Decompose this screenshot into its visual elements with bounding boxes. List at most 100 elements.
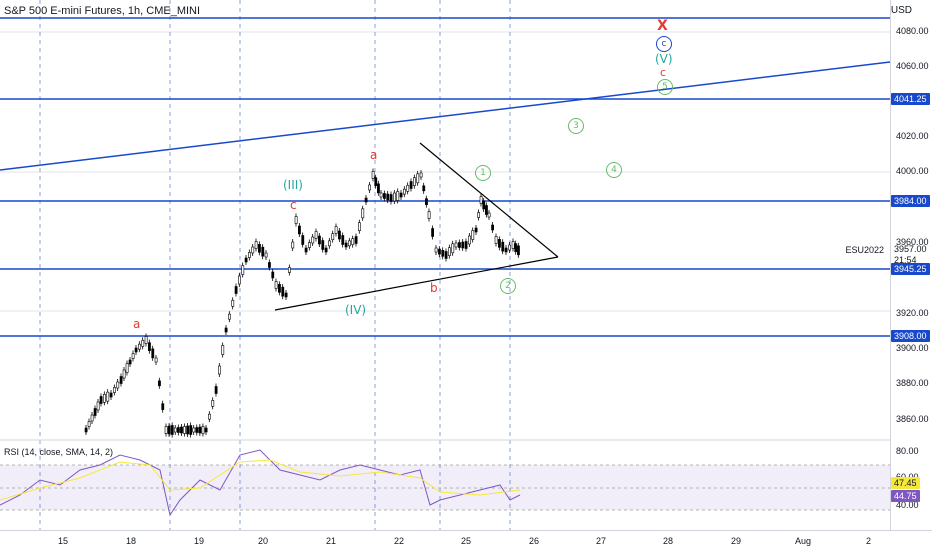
candle-body — [87, 421, 91, 427]
symbol-label: ESU2022 — [845, 245, 884, 255]
candle-body — [479, 196, 483, 204]
candle-body — [434, 247, 438, 253]
price-tick: 4000.00 — [896, 166, 929, 176]
candle-body — [106, 391, 110, 402]
candle-body — [291, 241, 295, 249]
rsi-sma-tag: 44.75 — [891, 490, 920, 502]
time-tick: 21 — [326, 536, 337, 546]
candle-body — [334, 226, 338, 234]
candle-body — [487, 212, 491, 218]
candle-body — [396, 191, 400, 201]
rsi-value-tag: 47.45 — [891, 477, 920, 489]
time-tick: 15 — [58, 536, 69, 546]
wave-label-v: (V) — [655, 52, 673, 66]
rsi-tick: 80.00 — [896, 446, 919, 456]
candle-body — [311, 236, 315, 244]
candle-body — [504, 247, 508, 253]
currency-label: USD — [890, 5, 912, 16]
candle-body — [218, 365, 221, 375]
candle-body — [517, 245, 520, 256]
candle-body — [494, 236, 498, 244]
candle-body — [144, 336, 148, 344]
candle-body — [116, 381, 120, 389]
candle-body — [264, 252, 268, 258]
candle-body — [177, 427, 180, 433]
candle-body — [164, 426, 168, 434]
candle-body — [348, 240, 351, 247]
candle-body — [274, 281, 278, 289]
time-tick: 2 — [866, 536, 872, 546]
candle-body — [308, 242, 311, 248]
candle-body — [195, 427, 199, 433]
candle-body — [224, 327, 228, 333]
level-tag-3984: 3984.00 — [891, 195, 930, 207]
candle-body — [409, 181, 413, 189]
candle-body — [192, 427, 196, 433]
price-tick: 4080.00 — [896, 26, 929, 36]
candle-body — [498, 239, 501, 248]
candle-body — [84, 427, 88, 433]
candle-body — [358, 222, 361, 231]
candle-body — [501, 241, 505, 252]
candle-body — [328, 240, 331, 247]
rsi-title: RSI (14, close, SMA, 14, 2) — [4, 447, 114, 457]
level-tag-4041: 4041.25 — [891, 93, 930, 105]
candle-body — [158, 380, 161, 387]
candle-body — [151, 348, 155, 359]
candle-body — [109, 392, 113, 398]
candle-body — [444, 251, 448, 259]
candle-body — [413, 177, 416, 186]
time-tick: 22 — [394, 536, 405, 546]
candle-body — [389, 194, 393, 202]
candle-body — [261, 246, 265, 257]
chart-title: S&P 500 E-mini Futures, 1h, CME_MINI — [4, 5, 201, 17]
candle-body — [208, 413, 211, 420]
wave-label-3: 3 — [568, 118, 584, 134]
wave-label-2: 2 — [500, 278, 516, 294]
candle-body — [399, 192, 403, 198]
wave-label-1: 1 — [475, 165, 491, 181]
candle-body — [173, 427, 177, 433]
candle-body — [461, 241, 465, 249]
wave-label-iii: (III) — [283, 178, 303, 192]
time-tick: 29 — [731, 536, 742, 546]
candle-body — [441, 250, 445, 257]
price-axis[interactable]: 4080.00 4060.00 4020.00 4000.00 3960.00 … — [890, 0, 932, 530]
candle-body — [377, 183, 380, 194]
candle-body — [125, 363, 129, 373]
candle-body — [221, 345, 225, 355]
candle-body — [244, 257, 248, 263]
candle-body — [198, 426, 202, 434]
candle-body — [294, 216, 298, 224]
candle-body — [96, 401, 100, 411]
candle-body — [228, 313, 231, 320]
candle-body — [403, 188, 406, 195]
candle-body — [344, 242, 348, 248]
candle-body — [258, 244, 261, 253]
candle-body — [281, 286, 285, 297]
candle-body — [511, 241, 515, 249]
candle-body — [103, 394, 106, 403]
candle-body — [482, 200, 486, 210]
candle-body — [90, 414, 94, 422]
price-tick: 3920.00 — [896, 308, 929, 318]
time-axis[interactable]: 15 18 19 20 21 22 25 26 27 28 29 Aug 2 — [0, 530, 932, 551]
candle-body — [368, 184, 372, 191]
candle-body — [393, 192, 396, 202]
candle-body — [189, 425, 193, 435]
candle-body — [448, 247, 451, 256]
candle-body — [374, 177, 378, 186]
candle-body — [485, 205, 488, 215]
candle-body — [364, 197, 368, 203]
last-price-tag: 3957.00 — [894, 244, 927, 254]
countdown-tag: 21:54 — [894, 255, 917, 265]
wave-label-a-top: a — [370, 148, 378, 162]
time-tick: 18 — [126, 536, 137, 546]
candle-body — [131, 353, 135, 359]
candle-body — [361, 208, 365, 219]
candle-body — [122, 369, 126, 379]
candle-body — [180, 426, 183, 434]
candle-body — [431, 228, 435, 237]
candle-body — [321, 240, 325, 250]
